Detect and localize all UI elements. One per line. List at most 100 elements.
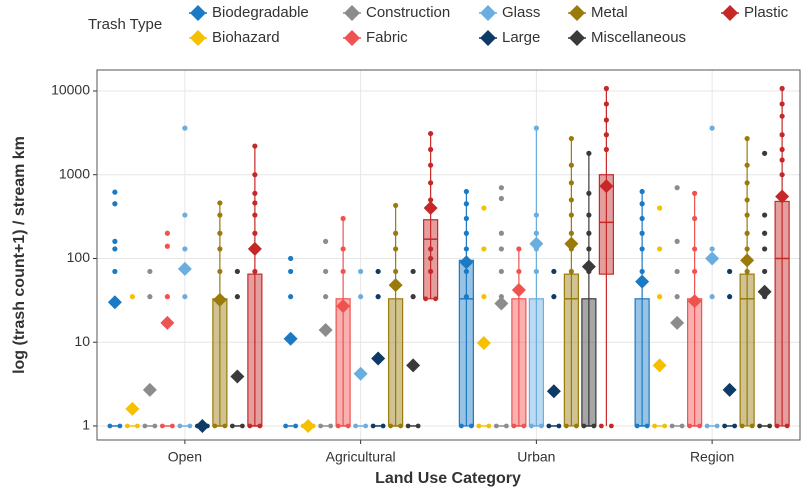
point bbox=[375, 294, 381, 300]
box bbox=[335, 298, 351, 427]
point bbox=[335, 423, 341, 429]
point bbox=[744, 162, 750, 168]
mean-marker bbox=[318, 322, 333, 337]
point bbox=[598, 423, 604, 429]
point bbox=[586, 150, 592, 156]
point bbox=[528, 423, 534, 429]
mean-marker bbox=[494, 296, 509, 311]
point bbox=[428, 197, 434, 203]
mean-marker bbox=[406, 358, 421, 373]
point bbox=[217, 246, 223, 252]
point bbox=[463, 246, 469, 252]
plot-panel bbox=[97, 70, 800, 440]
point bbox=[328, 423, 334, 429]
point bbox=[217, 200, 223, 206]
point bbox=[503, 423, 509, 429]
legend-label: Fabric bbox=[366, 29, 408, 46]
mean-marker bbox=[125, 401, 140, 416]
point bbox=[749, 423, 755, 429]
point bbox=[463, 201, 469, 207]
box bbox=[687, 298, 703, 427]
point bbox=[644, 423, 650, 429]
point bbox=[239, 423, 245, 429]
point bbox=[124, 423, 130, 429]
point bbox=[608, 423, 614, 429]
point bbox=[652, 423, 658, 429]
point bbox=[423, 296, 429, 302]
point bbox=[428, 146, 434, 153]
point bbox=[603, 146, 609, 153]
point bbox=[463, 294, 469, 300]
point bbox=[380, 423, 386, 429]
point bbox=[591, 423, 597, 429]
legend-marker bbox=[344, 30, 360, 46]
point bbox=[345, 423, 351, 429]
point bbox=[428, 180, 434, 186]
point bbox=[283, 423, 289, 429]
point bbox=[586, 190, 592, 196]
point bbox=[603, 85, 609, 92]
y-tick-label: 100 bbox=[67, 249, 91, 265]
point bbox=[586, 230, 592, 236]
point bbox=[704, 423, 710, 429]
point bbox=[340, 268, 346, 275]
x-axis-label: Land Use Category bbox=[375, 470, 521, 487]
box bbox=[528, 298, 544, 427]
point bbox=[393, 230, 399, 236]
point bbox=[603, 117, 609, 123]
point bbox=[428, 130, 434, 137]
point bbox=[744, 268, 750, 275]
mean-marker bbox=[511, 283, 526, 298]
point bbox=[134, 423, 140, 429]
box bbox=[581, 298, 597, 427]
point bbox=[252, 172, 258, 178]
point bbox=[169, 423, 175, 429]
mean-marker bbox=[705, 251, 720, 266]
point bbox=[463, 215, 469, 222]
mean-marker bbox=[670, 315, 685, 330]
point bbox=[581, 423, 587, 429]
point bbox=[147, 294, 153, 300]
point bbox=[288, 294, 294, 300]
point bbox=[744, 230, 750, 236]
box bbox=[739, 273, 755, 427]
point bbox=[493, 423, 499, 429]
point bbox=[762, 150, 768, 156]
mean-marker bbox=[283, 331, 298, 346]
point bbox=[107, 423, 113, 429]
point bbox=[481, 294, 487, 300]
point bbox=[481, 205, 487, 211]
point bbox=[779, 113, 785, 119]
point bbox=[182, 125, 188, 131]
point bbox=[458, 423, 464, 429]
point bbox=[603, 132, 609, 138]
point bbox=[538, 423, 544, 429]
point bbox=[428, 246, 434, 252]
mean-marker bbox=[687, 294, 702, 309]
point bbox=[252, 268, 258, 275]
point bbox=[164, 230, 170, 236]
point bbox=[669, 423, 675, 429]
point bbox=[498, 268, 504, 275]
point bbox=[762, 268, 768, 275]
point bbox=[639, 230, 645, 236]
point bbox=[370, 423, 376, 429]
point bbox=[662, 423, 668, 429]
point bbox=[222, 423, 228, 429]
point bbox=[217, 268, 223, 275]
point bbox=[639, 201, 645, 207]
point bbox=[568, 212, 574, 218]
mean-marker bbox=[247, 241, 262, 256]
mean-marker bbox=[336, 299, 351, 314]
point bbox=[358, 268, 364, 275]
x-tick-label: Agricultural bbox=[326, 449, 396, 465]
legend-title: Trash Type bbox=[88, 16, 162, 33]
box bbox=[212, 298, 228, 427]
point bbox=[323, 238, 329, 244]
point bbox=[252, 200, 258, 206]
point bbox=[779, 157, 785, 163]
legend-label: Large bbox=[502, 29, 540, 46]
point bbox=[744, 197, 750, 203]
legend-marker bbox=[480, 5, 496, 21]
point bbox=[779, 146, 785, 153]
